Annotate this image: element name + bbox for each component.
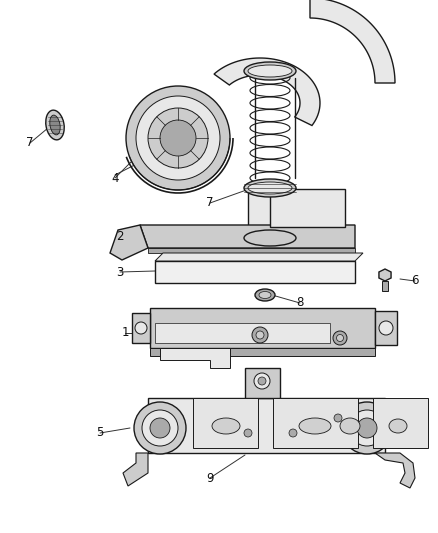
Circle shape bbox=[357, 418, 377, 438]
Circle shape bbox=[160, 120, 196, 156]
Bar bbox=[270, 189, 345, 227]
Circle shape bbox=[341, 402, 393, 454]
Circle shape bbox=[136, 96, 220, 180]
Circle shape bbox=[379, 321, 393, 335]
Circle shape bbox=[258, 377, 266, 385]
Circle shape bbox=[244, 429, 252, 437]
Text: 6: 6 bbox=[411, 274, 419, 287]
Text: 4: 4 bbox=[111, 172, 119, 184]
Circle shape bbox=[349, 410, 385, 446]
Polygon shape bbox=[150, 348, 375, 356]
Text: 7: 7 bbox=[26, 136, 34, 149]
Bar bbox=[155, 323, 330, 343]
Circle shape bbox=[148, 108, 208, 168]
Text: 3: 3 bbox=[117, 265, 124, 279]
Ellipse shape bbox=[244, 179, 296, 197]
Bar bbox=[155, 261, 355, 283]
Bar bbox=[273, 398, 358, 448]
Ellipse shape bbox=[46, 110, 64, 140]
Ellipse shape bbox=[259, 292, 271, 298]
Text: 5: 5 bbox=[96, 426, 104, 440]
Polygon shape bbox=[110, 225, 148, 260]
Circle shape bbox=[334, 414, 342, 422]
Circle shape bbox=[289, 429, 297, 437]
Polygon shape bbox=[379, 269, 391, 281]
Circle shape bbox=[333, 331, 347, 345]
Bar bbox=[245, 368, 280, 398]
Text: 8: 8 bbox=[297, 296, 304, 310]
Ellipse shape bbox=[212, 418, 240, 434]
Ellipse shape bbox=[50, 115, 60, 135]
Bar bbox=[248, 188, 292, 238]
Text: 9: 9 bbox=[206, 472, 214, 484]
Bar bbox=[375, 311, 397, 345]
Polygon shape bbox=[123, 453, 148, 486]
Circle shape bbox=[126, 86, 230, 190]
Polygon shape bbox=[310, 0, 395, 83]
Circle shape bbox=[336, 335, 343, 342]
Bar bbox=[148, 398, 385, 453]
Ellipse shape bbox=[255, 289, 275, 301]
Bar bbox=[382, 281, 388, 291]
Ellipse shape bbox=[244, 62, 296, 80]
Ellipse shape bbox=[248, 182, 292, 194]
Circle shape bbox=[134, 402, 186, 454]
Polygon shape bbox=[148, 248, 355, 253]
Bar bbox=[150, 308, 375, 348]
Ellipse shape bbox=[340, 418, 360, 434]
Circle shape bbox=[135, 322, 147, 334]
Circle shape bbox=[142, 410, 178, 446]
Bar bbox=[193, 398, 258, 448]
Bar bbox=[373, 398, 428, 448]
Bar bbox=[132, 313, 150, 343]
Ellipse shape bbox=[244, 230, 296, 246]
Text: 2: 2 bbox=[116, 230, 124, 244]
Polygon shape bbox=[155, 253, 363, 261]
Text: 7: 7 bbox=[206, 197, 214, 209]
Circle shape bbox=[256, 331, 264, 339]
Circle shape bbox=[150, 418, 170, 438]
Ellipse shape bbox=[248, 65, 292, 77]
Ellipse shape bbox=[389, 419, 407, 433]
Polygon shape bbox=[140, 225, 355, 248]
Polygon shape bbox=[160, 348, 230, 368]
Text: 1: 1 bbox=[121, 327, 129, 340]
Ellipse shape bbox=[299, 418, 331, 434]
Circle shape bbox=[252, 327, 268, 343]
Polygon shape bbox=[375, 453, 415, 488]
Circle shape bbox=[254, 373, 270, 389]
Polygon shape bbox=[214, 58, 320, 125]
